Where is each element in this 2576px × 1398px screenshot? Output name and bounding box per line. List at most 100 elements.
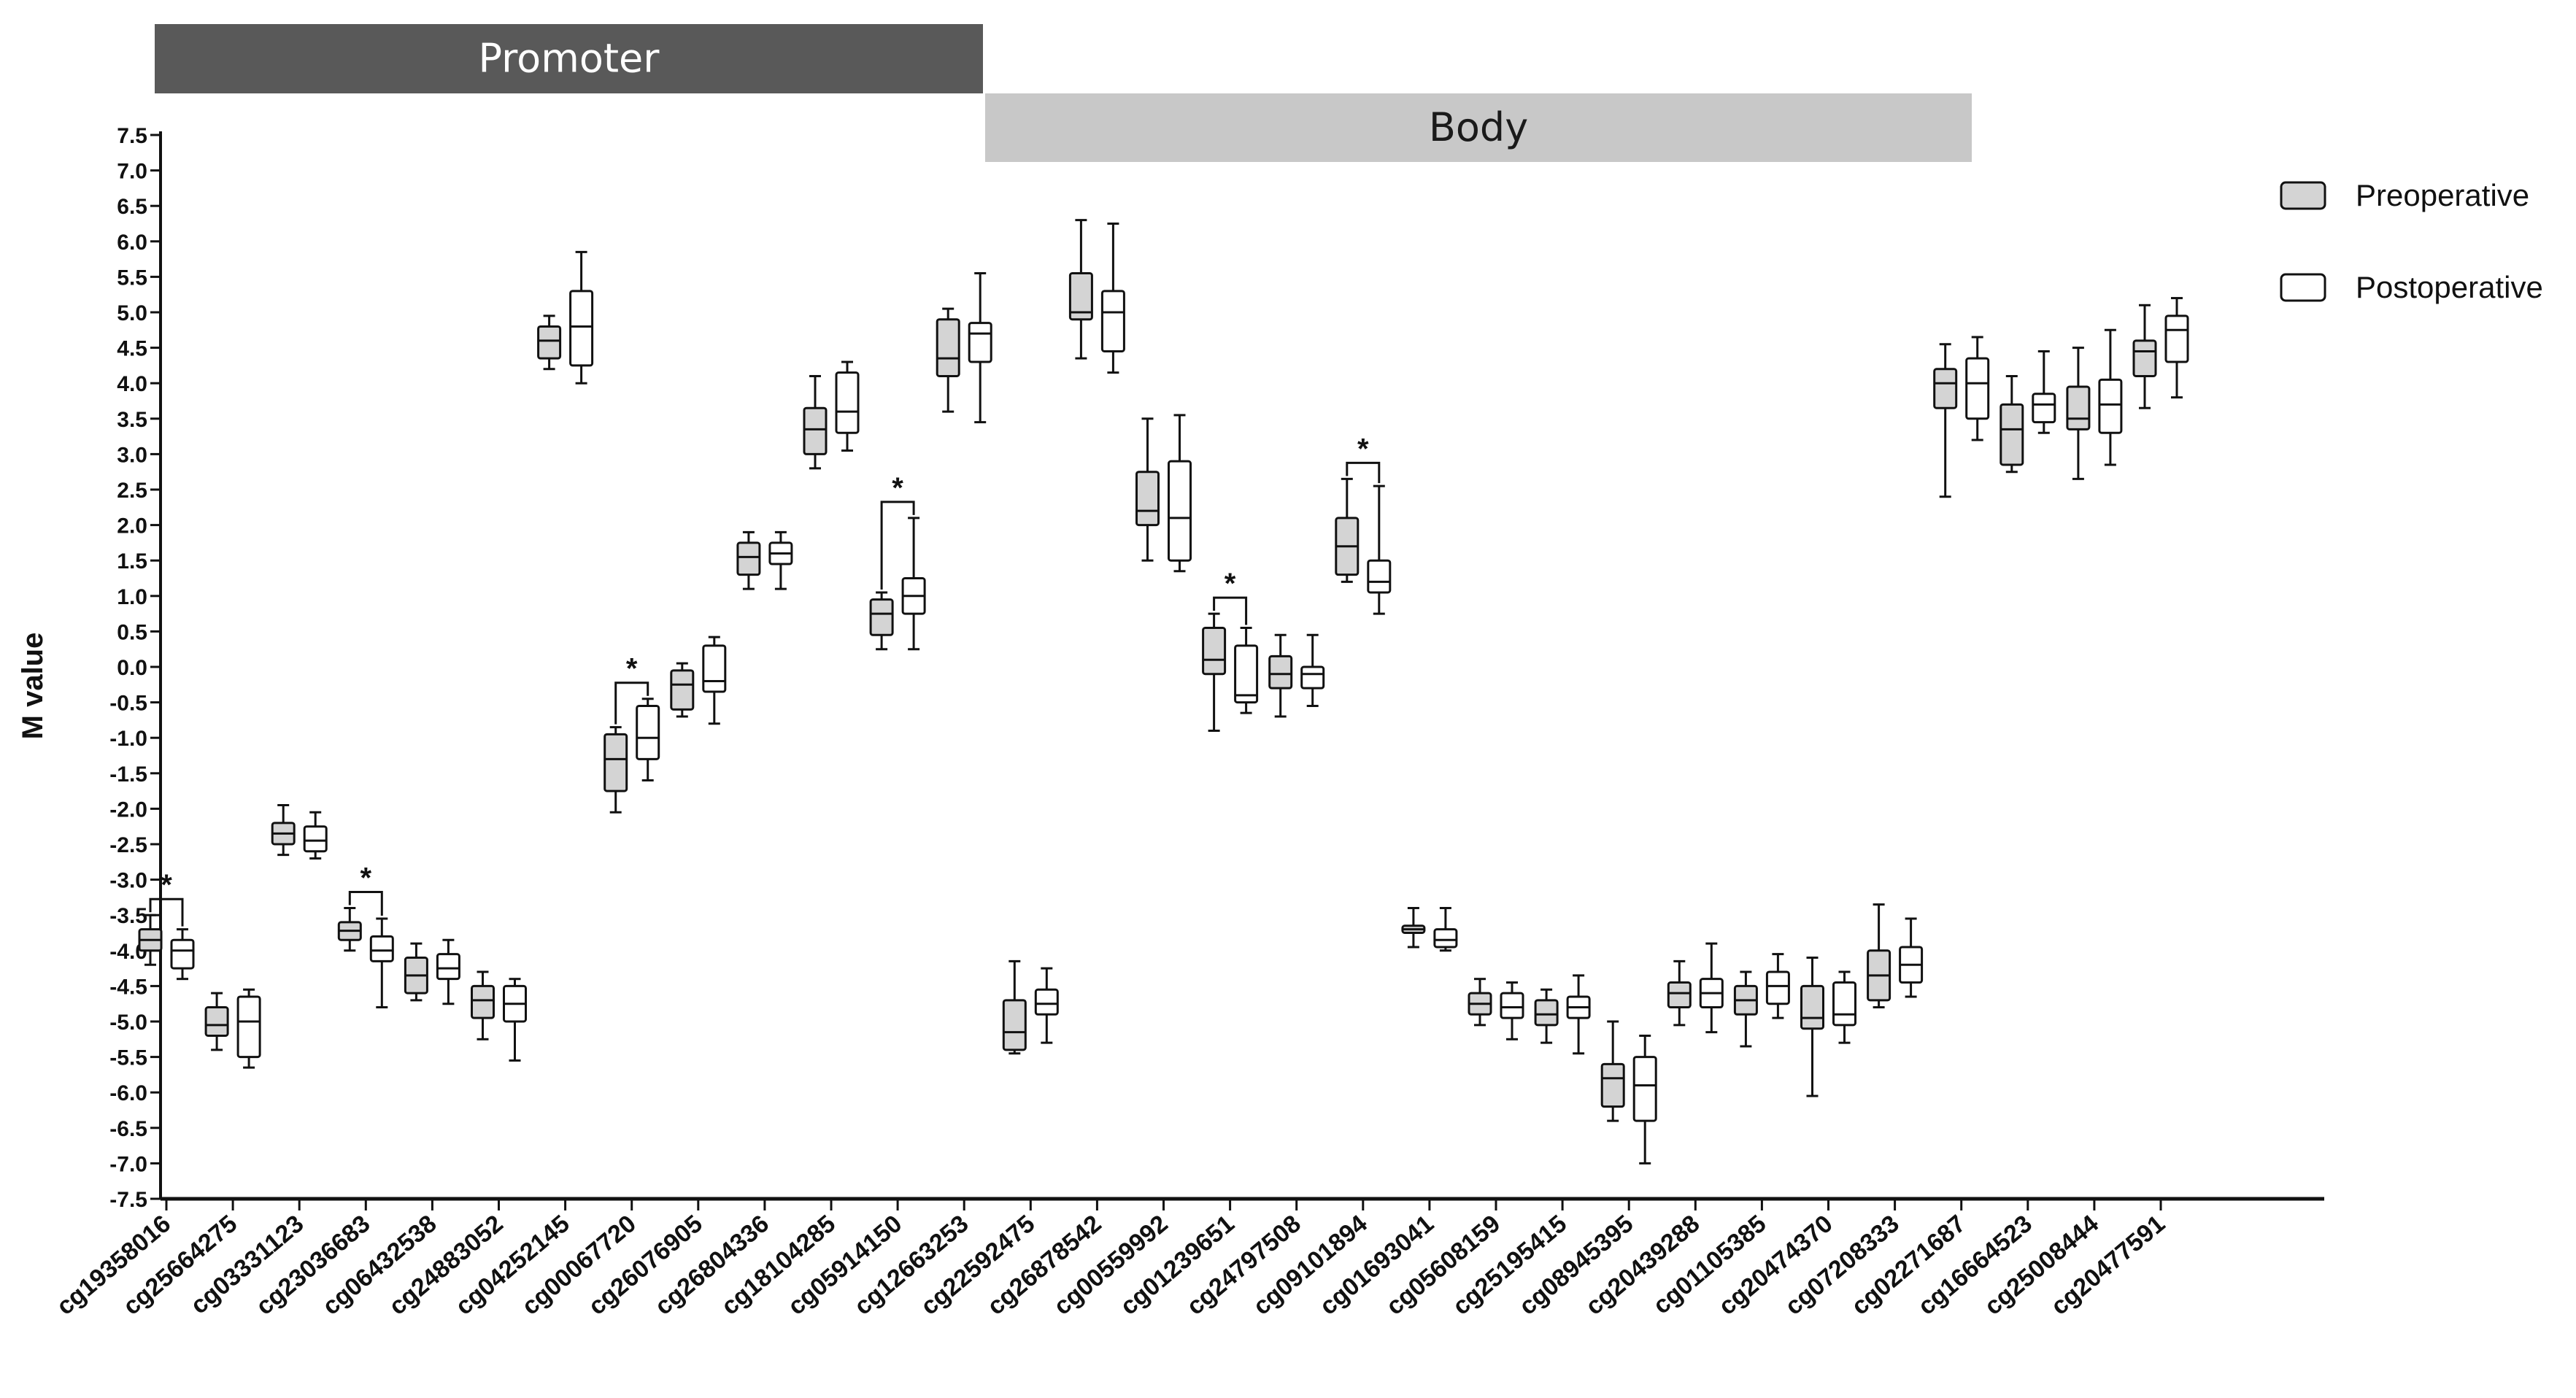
significance-star: *	[626, 653, 638, 685]
x-tick-label: cg06432538	[317, 1210, 442, 1321]
box-iqr	[569, 290, 594, 367]
box-preoperative-cg22592475	[1002, 959, 1027, 1055]
bracket-line	[348, 890, 383, 916]
box-preoperative-cg20439288	[1667, 959, 1692, 1027]
box-iqr	[1068, 272, 1093, 321]
region-label-promoter: Promoter	[479, 36, 660, 82]
x-tick-label: cg16664523	[1913, 1210, 2037, 1321]
box-postoperative-cg26076905	[702, 636, 727, 725]
y-tick-label: -5.5	[109, 1046, 147, 1070]
box-preoperative-cg24797508	[1268, 633, 1293, 718]
box-iqr	[1367, 559, 1392, 594]
box-iqr	[968, 322, 992, 363]
region-bands: Promoter Body	[155, 24, 1972, 162]
box-iqr	[1135, 471, 1160, 527]
x-tick-label: cg07208333	[1780, 1210, 1905, 1321]
box-iqr	[1168, 460, 1192, 562]
box-postoperative-cg00559992	[1168, 414, 1192, 573]
box-preoperative-cg12663253	[936, 307, 960, 413]
box-preoperative-cg09101894	[1335, 477, 1360, 583]
x-tick-label: cg20477591	[2045, 1210, 2170, 1321]
legend: Preoperative Postoperative	[2280, 178, 2543, 304]
box-postoperative-cg18104285	[835, 360, 860, 452]
box-preoperative-cg25008444	[2066, 347, 2091, 480]
box-preoperative-cg25664275	[204, 992, 229, 1051]
box-iqr	[869, 598, 894, 636]
box-postoperative-cg12663253	[968, 272, 992, 424]
box-iqr	[1600, 1062, 1625, 1108]
box-preoperative-cg00067720	[603, 726, 628, 814]
box-postoperative-cg25008444	[2098, 328, 2123, 466]
bracket-line	[614, 681, 649, 725]
y-tick-label: 6.0	[117, 231, 147, 255]
box-postoperative-cg07208333	[1899, 917, 1924, 998]
significance-star: *	[161, 869, 172, 901]
box-iqr	[1933, 368, 1958, 409]
x-tick-label: cg24883052	[384, 1210, 509, 1321]
x-tick-label: cg05914150	[783, 1210, 908, 1321]
box-preoperative-cg18104285	[803, 374, 828, 470]
significance-star: *	[1357, 433, 1369, 465]
box-iqr	[369, 935, 394, 962]
box-iqr	[1268, 654, 1293, 690]
x-tick-label: cg05608159	[1381, 1210, 1505, 1321]
y-tick-label: -2.5	[109, 833, 147, 857]
box-postoperative-cg20477591	[2164, 297, 2189, 399]
box-iqr	[2032, 393, 2056, 424]
box-preoperative-cg02271687	[1933, 343, 1958, 498]
x-tick-label: cg08945395	[1514, 1210, 1639, 1321]
y-tick-label: -7.0	[109, 1152, 147, 1176]
legend-item-preoperative: Preoperative	[2280, 178, 2529, 212]
box-postoperative-cg01239651	[1234, 627, 1259, 714]
y-tick-label: 3.5	[117, 408, 147, 432]
box-preoperative-cg08945395	[1600, 1020, 1625, 1122]
box-iqr	[2132, 339, 2157, 377]
box-postoperative-cg25664275	[236, 988, 261, 1069]
legend-label: Preoperative	[2356, 178, 2529, 212]
region-band-promoter	[155, 24, 983, 93]
bracket-line	[149, 897, 184, 927]
box-iqr	[636, 704, 660, 760]
box-postoperative-cg20439288	[1699, 942, 1724, 1034]
box-postoperative-cg19358016	[170, 928, 195, 981]
box-postoperative-cg03331123	[303, 811, 328, 860]
box-iqr	[204, 1006, 229, 1037]
y-tick-label: 2.5	[117, 479, 147, 503]
box-postoperative-cg09101894	[1367, 484, 1392, 615]
box-postoperative-cg01105385	[1765, 953, 1790, 1019]
x-tick-label: cg20474370	[1713, 1210, 1838, 1321]
box-iqr	[1800, 984, 1824, 1030]
box-iqr	[2098, 378, 2123, 434]
x-tick-label: cg22592475	[916, 1210, 1041, 1321]
legend-item-postoperative: Postoperative	[2280, 270, 2543, 304]
y-tick-label: 2.0	[117, 514, 147, 538]
box-iqr	[736, 541, 761, 576]
region-label-body: Body	[1429, 104, 1528, 150]
box-iqr	[702, 644, 727, 693]
box-postoperative-cg20474370	[1832, 970, 1856, 1044]
bracket-line	[880, 501, 915, 590]
box-postoperative-cg02271687	[1965, 336, 1990, 441]
box-iqr	[1965, 357, 1990, 420]
box-postoperative-cg06432538	[436, 938, 460, 1005]
box-iqr	[1765, 970, 1790, 1005]
box-postoperative-cg23036683	[369, 917, 394, 1009]
box-iqr	[537, 325, 562, 360]
x-tick-label: cg25664275	[118, 1210, 243, 1321]
box-postoperative-cg22592475	[1034, 967, 1059, 1044]
x-tick-label: cg19358016	[51, 1210, 176, 1321]
legend-swatch	[2280, 181, 2326, 210]
box-iqr	[1632, 1056, 1657, 1122]
box-preoperative-cg07208333	[1867, 903, 1891, 1009]
box-postoperative-cg26804336	[768, 530, 793, 590]
y-tick-label: 7.0	[117, 160, 147, 184]
box-preoperative-cg25195415	[1534, 988, 1559, 1044]
box-preoperative-cg26804336	[736, 530, 761, 590]
y-tick-label: 7.5	[117, 124, 147, 148]
box-iqr	[1500, 992, 1524, 1019]
x-tick-label: cg18104285	[716, 1210, 841, 1321]
box-preoperative-cg16664523	[2000, 374, 2024, 474]
significance-markers: * * * * * *	[149, 433, 1381, 927]
y-tick-label: -0.5	[109, 692, 147, 716]
